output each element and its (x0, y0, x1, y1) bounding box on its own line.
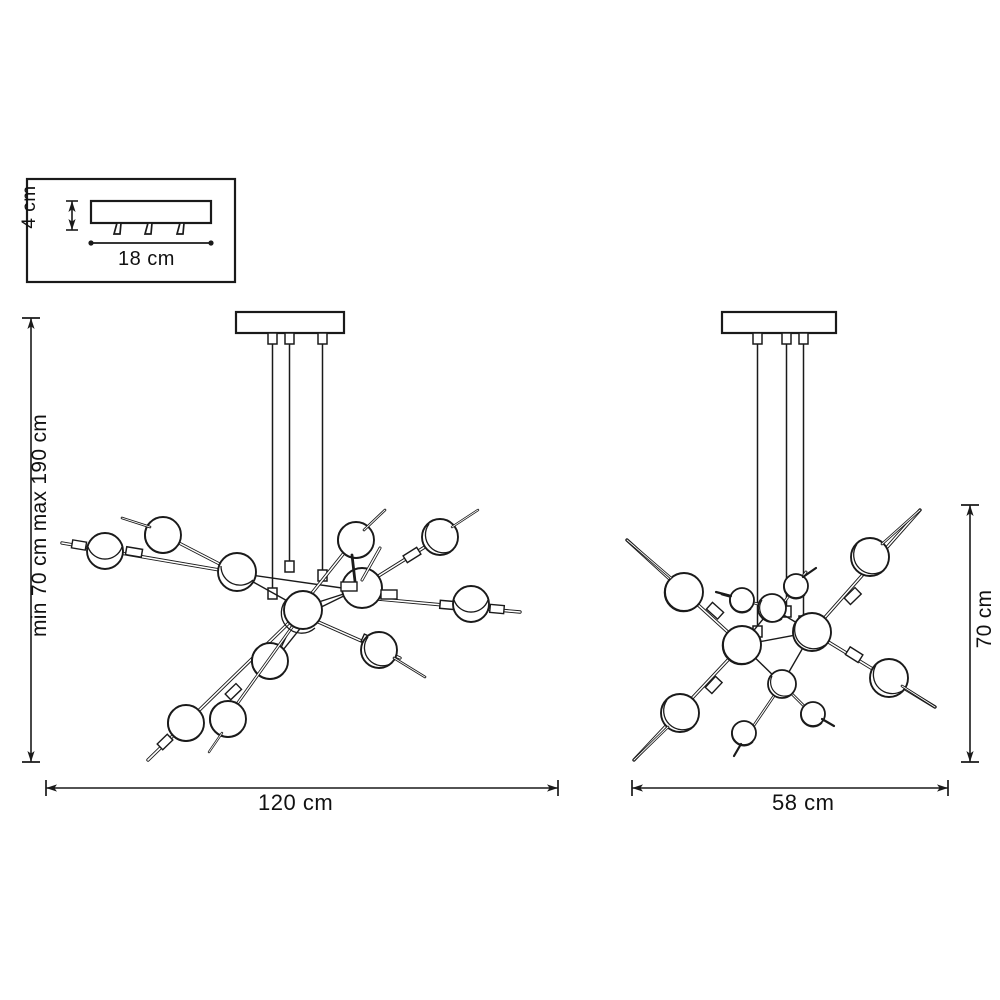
front-arm-7 (146, 610, 302, 762)
front-arm-1 (60, 532, 239, 575)
side-shade-11 (757, 593, 787, 623)
front-arm-12 (360, 546, 382, 582)
side-hubs (721, 593, 832, 699)
side-arm-3 (632, 643, 744, 762)
canopy-width-label: 18 cm (118, 248, 175, 270)
side-width-label: 58 cm (772, 790, 835, 815)
side-canopy (720, 310, 838, 345)
side-height-dimension (961, 504, 979, 763)
side-width-dimension (631, 780, 949, 796)
side-shade-3 (660, 693, 700, 733)
canopy-body (89, 199, 213, 235)
side-view-group (625, 310, 979, 796)
side-shade-2 (850, 537, 890, 577)
canopy-detail-group (25, 177, 237, 284)
front-arms (60, 508, 522, 762)
front-view-group (22, 310, 559, 796)
front-height-label: min 70 cm max 190 cm (28, 413, 51, 637)
side-arms (625, 508, 937, 762)
side-arm-5 (714, 587, 774, 614)
front-suspension-rods (267, 344, 328, 600)
front-shade-10 (217, 552, 257, 592)
side-arm-1 (625, 538, 744, 647)
side-shade-12 (767, 669, 797, 699)
front-shade-11 (283, 590, 323, 630)
side-arm-2 (810, 508, 922, 634)
front-shade-1 (86, 532, 124, 570)
side-shade-10 (792, 612, 832, 652)
canopy-height-label: 4 cm (19, 185, 40, 229)
side-height-label: 70 cm (973, 589, 996, 649)
front-width-dimension (45, 780, 559, 796)
side-shade-6 (783, 573, 809, 599)
front-width-label: 120 cm (258, 790, 334, 815)
front-arm-8 (207, 614, 302, 754)
canopy-height-dimension (66, 200, 78, 231)
front-arm-6 (305, 615, 427, 679)
side-shade-7 (731, 720, 757, 746)
front-shade-6 (360, 631, 398, 669)
front-arm-9 (217, 552, 257, 592)
front-height-dimension (22, 317, 40, 763)
side-shade-5 (729, 587, 755, 613)
front-shade-5 (452, 585, 490, 623)
front-canopy (234, 310, 346, 345)
side-arm-4 (810, 630, 937, 709)
front-shade-4 (421, 518, 459, 556)
front-arm-10 (280, 590, 323, 634)
side-shade-9 (722, 625, 762, 665)
side-shade-4 (869, 658, 909, 698)
side-shade-8 (800, 701, 826, 727)
front-hub-collars (340, 581, 398, 600)
